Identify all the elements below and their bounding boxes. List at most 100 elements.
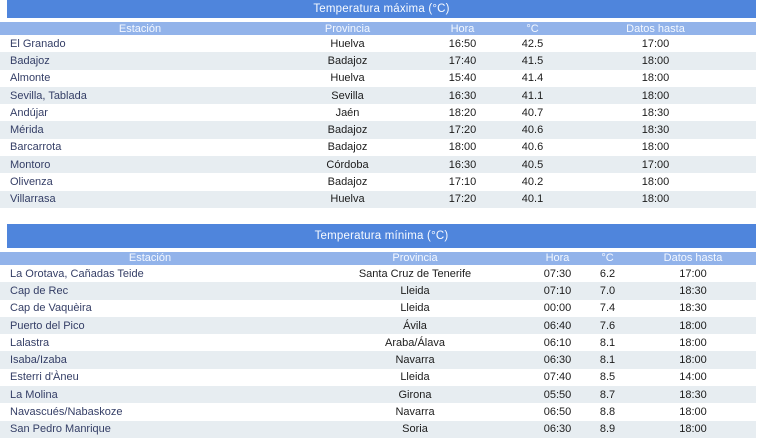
temperature-cell: 41.4 [521, 72, 544, 85]
hour-cell: 06:10 [543, 336, 572, 349]
max-temperature-table: Temperatura máxima (°C) Estación Provinc… [0, 0, 756, 208]
temperature-cell: 40.7 [521, 106, 544, 119]
station-cell: Badajoz [0, 52, 280, 70]
table-title: Temperatura mínima (°C) [7, 223, 756, 248]
table-row: Barcarrota Badajoz 18:00 40.6 18:00 [0, 139, 756, 156]
hour-cell: 07:30 [543, 267, 572, 280]
table-row: El Granado Huelva 16:50 42.5 17:00 [0, 35, 756, 52]
temperature-cell: 40.2 [521, 176, 544, 189]
province-cell: Navarra [300, 351, 530, 369]
station-cell: La Molina [0, 386, 300, 404]
temperature-cell: 40.5 [510, 156, 555, 174]
data-until-cell: 17:00 [641, 37, 670, 50]
data-until-cell: 18:00 [679, 405, 707, 418]
data-until-cell: 18:00 [641, 72, 670, 85]
table-row: Lalastra Araba/Álava 06:10 8.1 18:00 [0, 334, 756, 351]
data-until-cell: 18:00 [641, 141, 670, 154]
province-cell: Jaén [335, 106, 360, 119]
province-cell: Lleida [400, 371, 430, 384]
data-until-cell: 18:00 [555, 86, 756, 105]
station-cell: Puerto del Pico [0, 316, 300, 335]
table-row: Cap de Vaquèira Lleida 00:00 7.4 18:30 [0, 300, 756, 317]
station-cell: Lalastra [10, 336, 50, 349]
province-cell: Girona [300, 386, 530, 404]
province-cell: Lleida [400, 302, 430, 315]
station-cell: Cap de Vaquèira [10, 302, 92, 315]
station-cell: Montoro [0, 156, 280, 174]
province-cell: Santa Cruz de Tenerife [358, 267, 472, 280]
province-cell: Lleida [300, 282, 530, 300]
hour-cell: 06:40 [530, 316, 585, 335]
station-cell: Barcarrota [10, 141, 62, 154]
province-cell: Ávila [300, 316, 530, 335]
temperature-cell: 41.5 [510, 52, 555, 70]
table-row: Montoro Córdoba 16:30 40.5 17:00 [0, 156, 756, 174]
min-temperature-table: Temperatura mínima (°C) Estación Provinc… [0, 223, 756, 438]
temperature-cell: 40.1 [510, 190, 555, 208]
table-row: Puerto del Pico Ávila 06:40 7.6 18:00 [0, 316, 756, 335]
table-row: Badajoz Badajoz 17:40 41.5 18:00 [0, 52, 756, 70]
data-until-cell: 17:00 [679, 267, 707, 280]
temperature-cell: 8.1 [585, 351, 630, 369]
hour-cell: 00:00 [543, 302, 572, 315]
temperature-cell: 40.6 [510, 121, 555, 139]
data-until-cell: 18:00 [641, 176, 670, 189]
data-until-cell: 18:00 [630, 420, 756, 438]
table-row: Mérida Badajoz 17:20 40.6 18:30 [0, 121, 756, 139]
data-until-cell: 18:30 [630, 282, 756, 300]
station-cell: Olivenza [10, 176, 53, 189]
province-cell: Huelva [280, 190, 415, 208]
province-cell: Huelva [330, 37, 365, 50]
temperature-cell: 8.9 [585, 420, 630, 438]
column-header-row: Estación Provincia Hora °C Datos hasta [0, 22, 756, 35]
station-cell: San Pedro Manrique [0, 420, 300, 438]
temperature-cell: 6.2 [599, 267, 616, 280]
station-cell: La Orotava, Cañadas Teide [10, 267, 144, 280]
hour-cell: 16:30 [415, 156, 510, 174]
data-until-cell: 18:30 [679, 302, 707, 315]
station-cell: Mérida [0, 121, 280, 139]
temperature-cell: 7.6 [585, 316, 630, 335]
hour-cell: 16:30 [415, 86, 510, 105]
hour-cell: 07:10 [530, 282, 585, 300]
table-row: Villarrasa Huelva 17:20 40.1 18:00 [0, 190, 756, 208]
hour-cell: 17:10 [448, 176, 477, 189]
station-cell: Andújar [10, 106, 48, 119]
data-until-cell: 18:00 [555, 52, 756, 70]
province-cell: Badajoz [280, 52, 415, 70]
temperature-cell: 40.6 [521, 141, 544, 154]
table-row: Andújar Jaén 18:20 40.7 18:30 [0, 104, 756, 121]
hour-cell: 17:40 [415, 52, 510, 70]
hour-cell: 05:50 [530, 386, 585, 404]
table-row: San Pedro Manrique Soria 06:30 8.9 18:00 [0, 420, 756, 438]
temperature-cell: 41.1 [510, 86, 555, 105]
hour-cell: 15:40 [448, 72, 477, 85]
column-header-provincia: Provincia [300, 251, 530, 265]
data-until-cell: 18:00 [630, 316, 756, 335]
station-cell: Cap de Rec [0, 282, 300, 300]
hour-cell: 06:30 [530, 420, 585, 438]
hour-cell: 16:50 [448, 37, 477, 50]
column-header-datos-hasta: Datos hasta [630, 251, 756, 265]
province-cell: Soria [300, 420, 530, 438]
column-header-estacion: Estación [0, 251, 300, 265]
data-until-cell: 17:00 [555, 156, 756, 174]
data-until-cell: 14:00 [679, 371, 707, 384]
table-row: Cap de Rec Lleida 07:10 7.0 18:30 [0, 282, 756, 300]
province-cell: Navarra [395, 405, 435, 418]
province-cell: Badajoz [327, 176, 368, 189]
column-header-celsius: °C [510, 22, 555, 35]
column-header-provincia: Provincia [280, 22, 415, 35]
temperature-cell: 8.7 [585, 386, 630, 404]
table-row: Olivenza Badajoz 17:10 40.2 18:00 [0, 173, 756, 190]
data-until-cell: 18:30 [641, 106, 670, 119]
temperature-cell: 7.0 [585, 282, 630, 300]
data-until-cell: 18:30 [630, 386, 756, 404]
column-header-celsius: °C [585, 251, 630, 265]
column-header-row: Estación Provincia Hora °C Datos hasta [0, 251, 756, 265]
station-cell: El Granado [10, 37, 66, 50]
column-header-datos-hasta: Datos hasta [555, 22, 756, 35]
station-cell: Almonte [10, 72, 51, 85]
table-row: Esterri d'Àneu Lleida 07:40 8.5 14:00 [0, 369, 756, 386]
